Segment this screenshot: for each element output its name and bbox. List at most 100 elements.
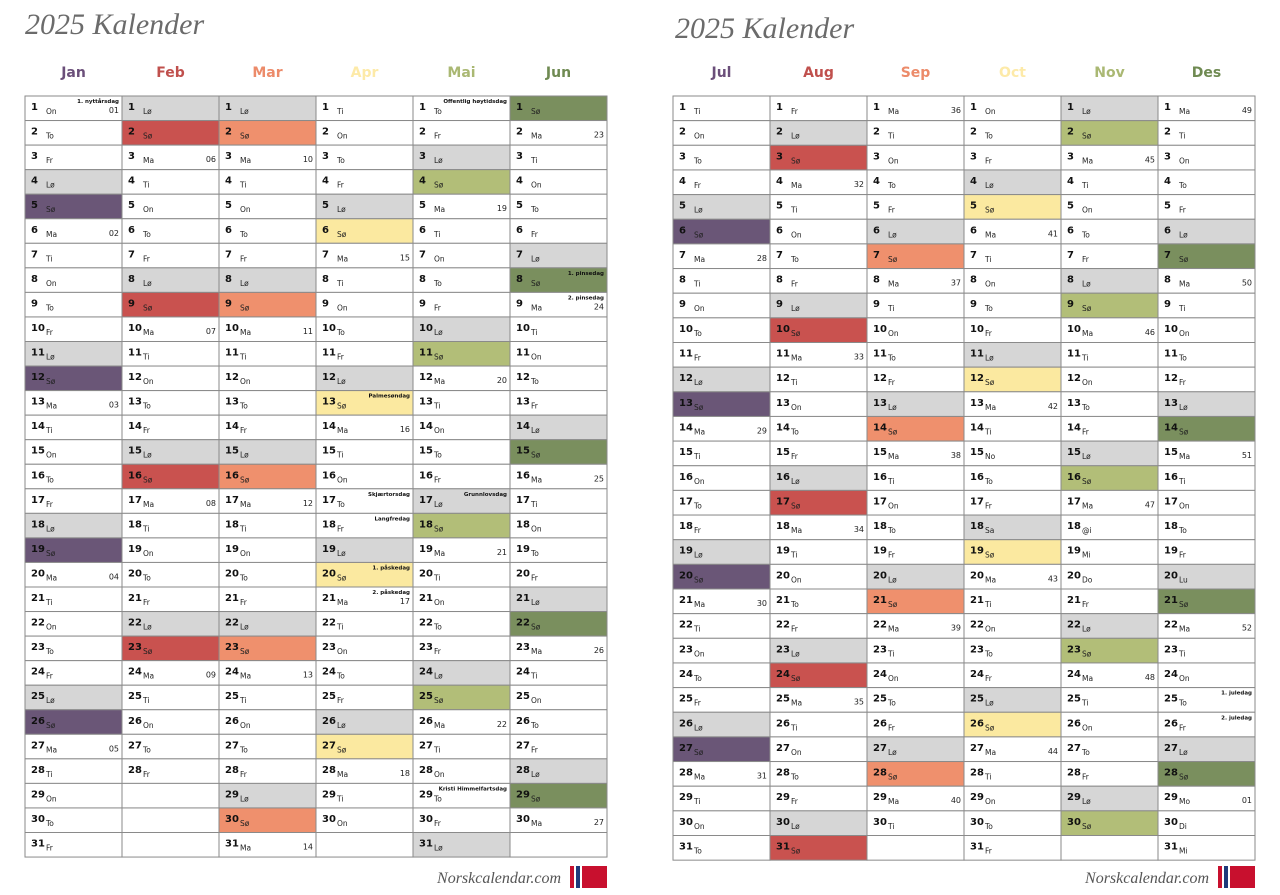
weekday: On (985, 280, 996, 289)
weekday: Ti (887, 132, 894, 141)
weekday: Fr (985, 156, 993, 165)
day-number: 30 (31, 814, 45, 825)
day-number: 12 (225, 372, 239, 383)
week-number: 08 (206, 499, 216, 508)
weekday: Ma (1179, 625, 1190, 634)
day-cell (509, 512, 608, 539)
day-number: 8 (679, 275, 686, 286)
weekday: To (45, 475, 54, 484)
day-cell (963, 785, 1062, 812)
weekday: Sø (143, 132, 153, 141)
weekday: To (790, 427, 799, 436)
day-number: 27 (128, 740, 142, 751)
weekday: Fr (1082, 427, 1090, 436)
weekday: On (531, 353, 542, 362)
day-number: 12 (1164, 373, 1178, 384)
day-cell (121, 488, 220, 514)
day-number: 17 (1067, 496, 1081, 507)
day-cell (866, 169, 965, 196)
day-cell (509, 242, 608, 269)
day-number: 5 (776, 201, 783, 212)
day-cell (1060, 588, 1159, 615)
day-number: 4 (873, 176, 880, 187)
day-number: 14 (679, 422, 693, 433)
day-number: 27 (225, 740, 239, 751)
day-cell (121, 832, 220, 858)
day-number: 29 (1164, 792, 1178, 803)
day-number: 17 (679, 496, 693, 507)
day-number: 3 (419, 151, 426, 162)
day-number: 24 (31, 667, 45, 678)
weekday: Lø (985, 699, 994, 708)
weekday: Lø (240, 623, 249, 632)
weekday: Sø (434, 524, 444, 533)
weekday: To (887, 354, 896, 363)
weekday: Ma (143, 672, 154, 681)
day-cell (866, 120, 965, 146)
weekday: Sø (46, 549, 56, 558)
day-cell (509, 758, 608, 784)
weekday: Fr (434, 647, 442, 656)
day-number: 20 (225, 568, 239, 579)
week-number: 19 (497, 204, 507, 213)
day-number: 27 (322, 740, 336, 751)
weekday: Ti (530, 328, 537, 337)
day-number: 28 (128, 765, 142, 776)
day-cell (218, 218, 317, 244)
weekday: Sø (434, 353, 444, 362)
weekday: Fr (143, 770, 151, 779)
day-number: 21 (970, 595, 984, 606)
day-cell (1157, 144, 1256, 171)
day-number: 22 (970, 620, 984, 631)
day-number: 29 (970, 792, 984, 803)
day-number: 24 (776, 669, 790, 680)
weekday: On (1082, 723, 1093, 732)
weekday: To (142, 745, 151, 754)
day-number: 16 (516, 470, 530, 481)
day-number: 6 (1067, 225, 1074, 236)
day-number: 24 (1067, 669, 1081, 680)
day-number: 25 (1164, 694, 1178, 705)
day-cell (315, 120, 414, 146)
weekday: On (143, 549, 154, 558)
day-cell (963, 169, 1062, 196)
day-number: 26 (516, 716, 530, 727)
weekday: Lø (434, 844, 443, 853)
day-cell (218, 95, 317, 122)
day-number: 21 (1164, 595, 1178, 606)
day-cell (672, 218, 771, 245)
day-cell (769, 120, 868, 146)
weekday: Fr (888, 723, 896, 732)
week-number: 11 (303, 327, 313, 336)
week-number: 33 (854, 353, 864, 362)
day-cell (866, 292, 965, 319)
weekday: Sø (240, 132, 250, 141)
weekday: Ti (45, 426, 52, 435)
day-number: 9 (873, 299, 880, 310)
week-number: 01 (109, 106, 119, 115)
day-cell (963, 736, 1062, 763)
day-cell (24, 561, 123, 588)
weekday: Lø (434, 500, 443, 509)
page-title: 2025 Kalender (25, 8, 204, 41)
day-cell (509, 611, 608, 637)
day-number: 26 (128, 716, 142, 727)
day-cell (672, 120, 771, 146)
day-number: 10 (970, 324, 984, 335)
day-cell (218, 512, 317, 539)
day-cell (866, 194, 965, 220)
weekday: Ti (336, 451, 343, 460)
weekday: Fr (434, 132, 442, 141)
day-number: 20 (776, 570, 790, 581)
weekday: Fr (46, 328, 54, 337)
day-cell (24, 120, 123, 146)
weekday: Lø (888, 575, 897, 584)
day-cell (1157, 563, 1256, 590)
weekday: Fr (337, 353, 345, 362)
weekday: Sø (1179, 255, 1189, 264)
holiday: Kristi Himmelfartsdag (439, 786, 507, 792)
weekday: Ma (694, 600, 705, 609)
day-cell (1060, 711, 1159, 738)
day-number: 13 (873, 398, 887, 409)
